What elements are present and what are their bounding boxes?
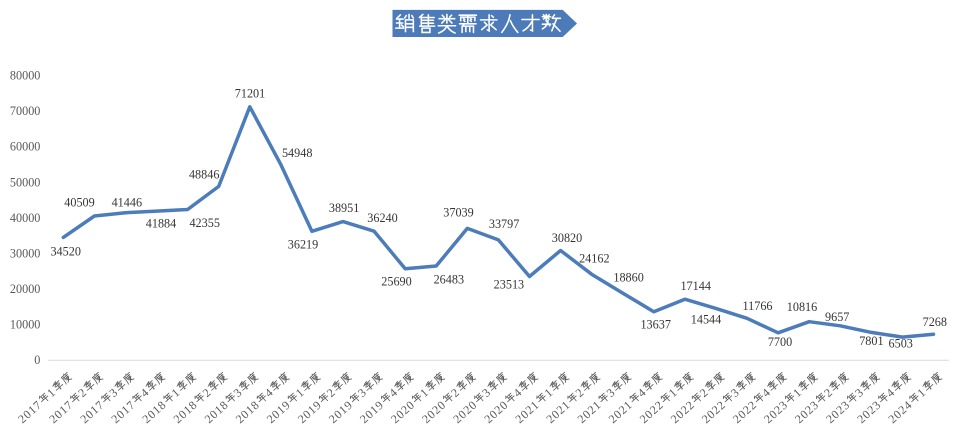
svg-text:13637: 13637 [640, 318, 670, 332]
svg-text:38951: 38951 [329, 201, 359, 215]
svg-text:14544: 14544 [691, 312, 721, 326]
svg-text:36219: 36219 [288, 237, 318, 251]
svg-text:80000: 80000 [10, 69, 40, 83]
svg-text:18860: 18860 [613, 270, 643, 284]
svg-text:41884: 41884 [146, 217, 176, 231]
svg-text:41446: 41446 [112, 196, 142, 210]
svg-text:10000: 10000 [10, 318, 40, 332]
svg-text:17144: 17144 [680, 279, 710, 293]
svg-text:42355: 42355 [189, 216, 219, 230]
svg-text:54948: 54948 [282, 146, 312, 160]
svg-text:0: 0 [34, 353, 40, 367]
svg-text:71201: 71201 [235, 87, 265, 101]
svg-text:60000: 60000 [10, 140, 40, 154]
svg-text:48846: 48846 [189, 167, 219, 181]
svg-text:30820: 30820 [552, 231, 582, 245]
svg-text:70000: 70000 [10, 104, 40, 118]
svg-text:30000: 30000 [10, 246, 40, 260]
svg-text:7700: 7700 [768, 335, 792, 349]
svg-text:40000: 40000 [10, 211, 40, 225]
svg-text:36240: 36240 [367, 211, 397, 225]
svg-text:34520: 34520 [50, 244, 80, 258]
svg-text:25690: 25690 [381, 274, 411, 288]
svg-text:37039: 37039 [443, 206, 473, 220]
svg-text:40509: 40509 [64, 196, 94, 210]
svg-text:6503: 6503 [889, 336, 913, 350]
svg-text:11766: 11766 [742, 299, 772, 313]
svg-text:26483: 26483 [434, 272, 464, 286]
svg-text:23513: 23513 [494, 278, 524, 292]
svg-text:9657: 9657 [825, 310, 849, 324]
svg-text:7801: 7801 [859, 334, 883, 348]
svg-text:24162: 24162 [579, 251, 609, 265]
svg-text:50000: 50000 [10, 175, 40, 189]
svg-text:10816: 10816 [787, 300, 817, 314]
svg-text:7268: 7268 [923, 315, 947, 329]
svg-text:33797: 33797 [489, 217, 519, 231]
svg-text:20000: 20000 [10, 282, 40, 296]
